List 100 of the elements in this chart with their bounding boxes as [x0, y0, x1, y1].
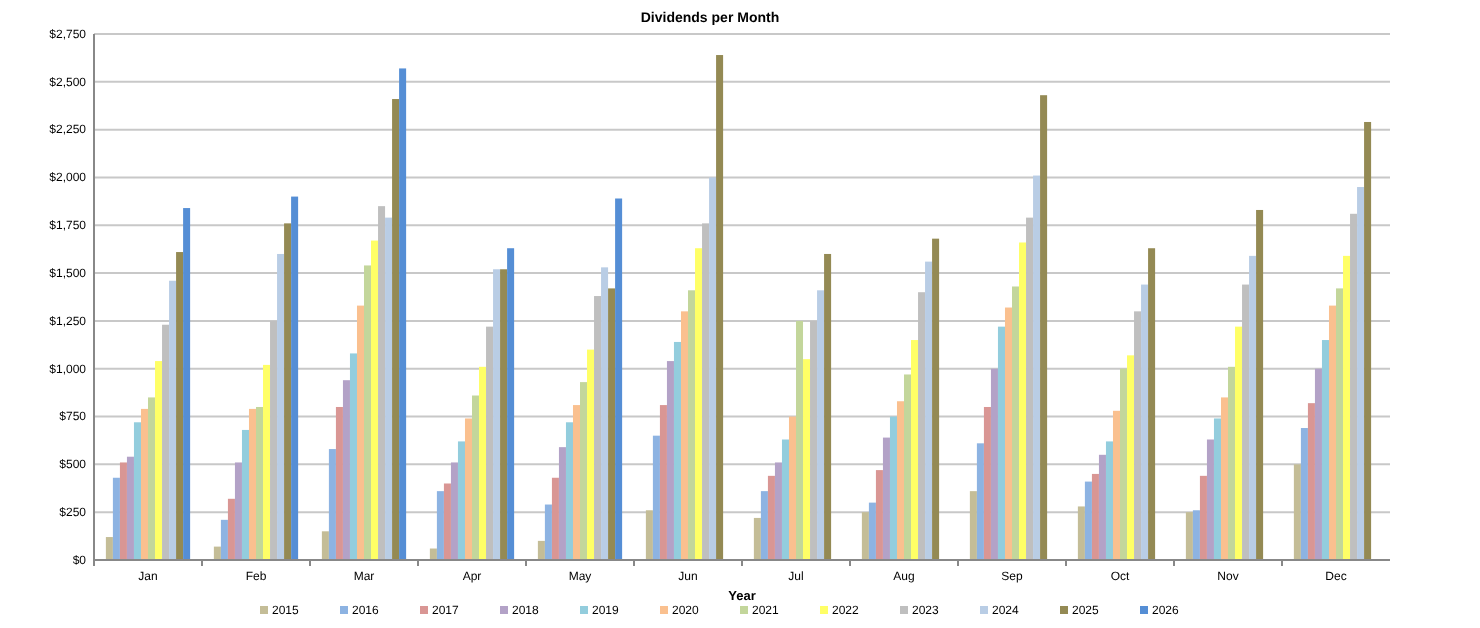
- bar: [1192, 510, 1200, 560]
- bar: [695, 248, 703, 560]
- bar: [1040, 95, 1048, 560]
- bar: [601, 267, 609, 560]
- bar: [1213, 418, 1221, 560]
- bar: [399, 68, 407, 560]
- bar: [1185, 512, 1193, 560]
- bar: [1256, 209, 1264, 560]
- bar: [183, 208, 191, 560]
- bar: [291, 196, 299, 560]
- bar: [1336, 288, 1344, 560]
- bar: [774, 462, 782, 560]
- bar: [608, 288, 616, 560]
- bar: [983, 406, 991, 560]
- bar: [673, 341, 681, 560]
- bar: [572, 405, 580, 560]
- bar: [493, 269, 501, 560]
- bar: [450, 462, 458, 560]
- bar: [1206, 439, 1214, 560]
- bar: [666, 361, 674, 560]
- bar: [126, 456, 134, 560]
- bar: [263, 364, 271, 560]
- bar: [112, 477, 120, 560]
- bar: [1249, 255, 1257, 560]
- bar: [248, 408, 256, 560]
- bar: [1120, 368, 1128, 560]
- bar: [1077, 506, 1085, 560]
- bar: [753, 517, 761, 560]
- bar: [277, 253, 285, 560]
- bar: [349, 353, 357, 560]
- bar: [342, 380, 350, 560]
- bar: [997, 326, 1005, 560]
- bar: [896, 401, 904, 560]
- bar: [659, 405, 667, 560]
- bar: [645, 510, 653, 560]
- bar: [551, 477, 559, 560]
- bar: [364, 265, 372, 560]
- bar: [1112, 410, 1120, 560]
- bar: [969, 491, 977, 560]
- bar: [1321, 340, 1329, 560]
- bar: [1220, 397, 1228, 560]
- bar: [335, 406, 343, 560]
- bar: [105, 537, 113, 560]
- bar: [537, 540, 545, 560]
- bar: [875, 470, 883, 560]
- bar: [1084, 481, 1092, 560]
- bar: [457, 441, 465, 560]
- bar: [1019, 242, 1027, 560]
- bar: [392, 99, 400, 560]
- bar: [680, 311, 688, 560]
- bar: [688, 290, 696, 560]
- bar: [1033, 175, 1041, 560]
- bar: [760, 491, 768, 560]
- bar: [925, 261, 933, 560]
- bar: [500, 269, 508, 560]
- bar: [140, 408, 148, 560]
- bar: [904, 374, 912, 560]
- bar: [1091, 473, 1099, 560]
- bar: [155, 361, 163, 560]
- bar: [781, 439, 789, 560]
- bar: [911, 340, 919, 560]
- bar: [1012, 286, 1020, 560]
- bar: [824, 253, 832, 560]
- bar: [544, 504, 552, 560]
- bar: [436, 491, 444, 560]
- bar: [587, 349, 595, 560]
- bar: [861, 512, 869, 560]
- bar: [1364, 121, 1372, 560]
- bar: [169, 280, 177, 560]
- bar: [284, 223, 292, 560]
- bar: [1148, 248, 1156, 560]
- bar: [472, 395, 480, 560]
- bar: [443, 483, 451, 560]
- bar: [615, 198, 623, 560]
- bar: [976, 443, 984, 560]
- bar: [1004, 307, 1012, 560]
- bar: [1314, 368, 1322, 560]
- bar: [119, 462, 127, 560]
- bar: [241, 429, 249, 560]
- bar: [176, 252, 184, 560]
- bar: [803, 359, 811, 560]
- bar: [148, 397, 156, 560]
- bar: [1127, 355, 1135, 560]
- bar: [709, 177, 717, 560]
- bar: [256, 406, 264, 560]
- bar: [1343, 255, 1351, 560]
- bar: [1098, 454, 1106, 560]
- bar: [796, 320, 804, 560]
- bar: [1228, 366, 1236, 560]
- bar: [220, 519, 228, 560]
- bar: [1199, 475, 1207, 560]
- bar: [227, 498, 235, 560]
- bar: [133, 422, 141, 560]
- bar: [1105, 441, 1113, 560]
- bar: [1293, 464, 1301, 560]
- bar: [1300, 428, 1308, 560]
- bar: [932, 238, 940, 560]
- bar: [507, 248, 515, 560]
- bar: [716, 55, 724, 560]
- bar: [652, 435, 660, 560]
